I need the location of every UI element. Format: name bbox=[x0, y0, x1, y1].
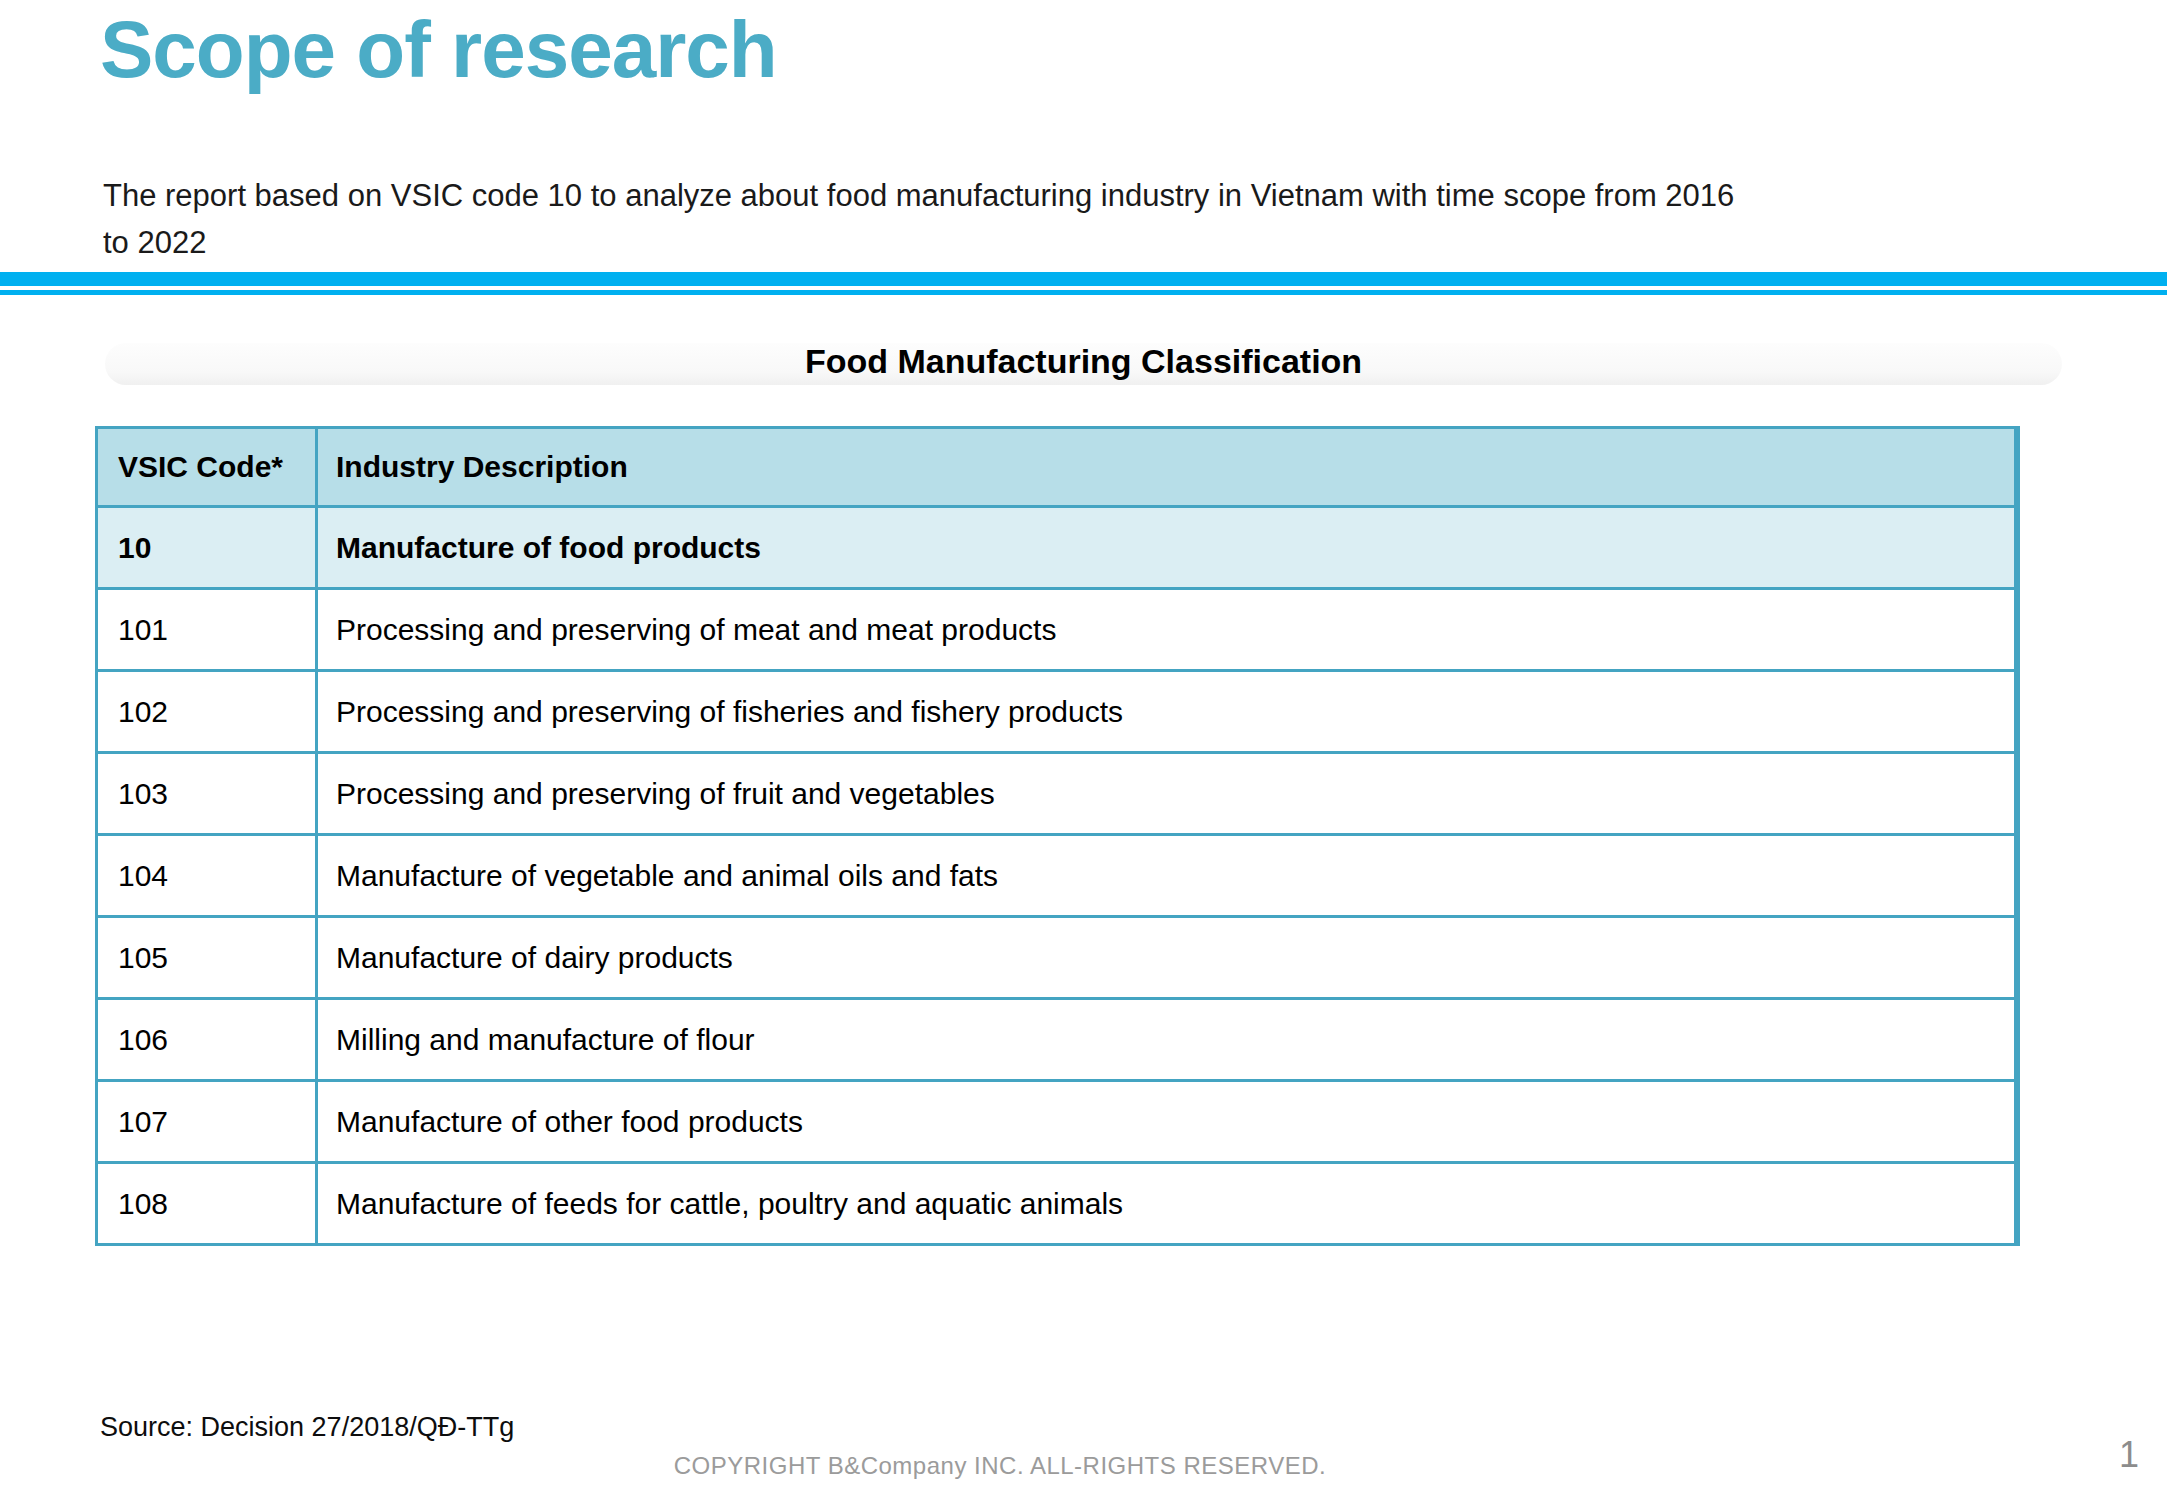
table-row-10: 10 Manufacture of food products bbox=[97, 507, 2018, 589]
table-row-104: 104 Manufacture of vegetable and animal … bbox=[97, 835, 2018, 917]
cell-description: Processing and preserving of meat and me… bbox=[317, 589, 2018, 671]
cell-code: 103 bbox=[97, 753, 317, 835]
column-header-industry-description: Industry Description bbox=[317, 428, 2018, 507]
table-caption: Food Manufacturing Classification bbox=[0, 338, 2167, 384]
divider-bar-thick bbox=[0, 272, 2167, 286]
slide: Scope of research The report based on VS… bbox=[0, 0, 2167, 1500]
copyright-footer: COPYRIGHT B&Company INC. ALL-RIGHTS RESE… bbox=[0, 1452, 2000, 1480]
cell-description: Processing and preserving of fruit and v… bbox=[317, 753, 2018, 835]
cell-code: 10 bbox=[97, 507, 317, 589]
cell-description: Manufacture of other food products bbox=[317, 1081, 2018, 1163]
vsic-classification-table: VSIC Code* Industry Description 10 Manuf… bbox=[95, 426, 2020, 1246]
cell-description: Manufacture of food products bbox=[317, 507, 2018, 589]
cell-description: Processing and preserving of fisheries a… bbox=[317, 671, 2018, 753]
cell-description: Milling and manufacture of flour bbox=[317, 999, 2018, 1081]
table-row-107: 107 Manufacture of other food products bbox=[97, 1081, 2018, 1163]
cell-code: 101 bbox=[97, 589, 317, 671]
column-header-vsic-code: VSIC Code* bbox=[97, 428, 317, 507]
source-note: Source: Decision 27/2018/QĐ-TTg bbox=[100, 1412, 514, 1443]
cell-description: Manufacture of feeds for cattle, poultry… bbox=[317, 1163, 2018, 1245]
table-row-105: 105 Manufacture of dairy products bbox=[97, 917, 2018, 999]
page-title: Scope of research bbox=[100, 0, 777, 100]
page-number: 1 bbox=[2119, 1434, 2139, 1476]
table-row-102: 102 Processing and preserving of fisheri… bbox=[97, 671, 2018, 753]
intro-line-1: The report based on VSIC code 10 to anal… bbox=[103, 172, 2103, 219]
intro-line-2: to 2022 bbox=[103, 219, 2103, 266]
cell-code: 104 bbox=[97, 835, 317, 917]
table-row-108: 108 Manufacture of feeds for cattle, pou… bbox=[97, 1163, 2018, 1245]
cell-description: Manufacture of vegetable and animal oils… bbox=[317, 835, 2018, 917]
table-row-103: 103 Processing and preserving of fruit a… bbox=[97, 753, 2018, 835]
table-header-row: VSIC Code* Industry Description bbox=[97, 428, 2018, 507]
cell-code: 106 bbox=[97, 999, 317, 1081]
table-row-106: 106 Milling and manufacture of flour bbox=[97, 999, 2018, 1081]
cell-code: 105 bbox=[97, 917, 317, 999]
cell-code: 107 bbox=[97, 1081, 317, 1163]
intro-paragraph: The report based on VSIC code 10 to anal… bbox=[103, 172, 2103, 266]
cell-code: 108 bbox=[97, 1163, 317, 1245]
cell-description: Manufacture of dairy products bbox=[317, 917, 2018, 999]
table-row-101: 101 Processing and preserving of meat an… bbox=[97, 589, 2018, 671]
cell-code: 102 bbox=[97, 671, 317, 753]
divider-bar-thin bbox=[0, 290, 2167, 295]
